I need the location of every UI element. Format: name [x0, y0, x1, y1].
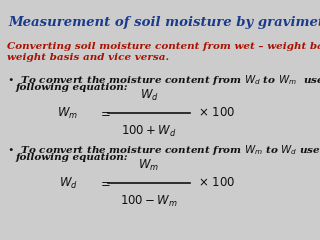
Text: $W_d$: $W_d$	[59, 175, 78, 191]
Text: following equation:: following equation:	[16, 153, 129, 162]
Text: $\times\ 100$: $\times\ 100$	[198, 176, 235, 190]
Text: Converting soil moisture content from wet – weight basis to oven dry-: Converting soil moisture content from we…	[7, 42, 320, 51]
Text: $\times\ 100$: $\times\ 100$	[198, 107, 235, 120]
Text: $100 + W_d$: $100 + W_d$	[121, 124, 177, 139]
Text: $\bullet$  To convert the moisture content from $W_d$ to $W_m$  use the: $\bullet$ To convert the moisture conten…	[7, 73, 320, 87]
Text: $=$: $=$	[98, 107, 111, 120]
Text: Measurement of soil moisture by gravimetric method: Measurement of soil moisture by gravimet…	[8, 16, 320, 29]
Text: following equation:: following equation:	[16, 83, 129, 92]
Text: $W_d$: $W_d$	[140, 88, 158, 103]
Text: $\bullet$  To convert the moisture content from $W_m$ to $W_d$ use the: $\bullet$ To convert the moisture conten…	[7, 143, 320, 157]
Text: weight basis and vice versa.: weight basis and vice versa.	[7, 53, 169, 62]
Text: $W_m$: $W_m$	[57, 105, 78, 120]
Text: $W_m$: $W_m$	[139, 158, 160, 173]
Text: $=$: $=$	[98, 176, 111, 190]
Text: $100 - W_m$: $100 - W_m$	[120, 194, 178, 209]
